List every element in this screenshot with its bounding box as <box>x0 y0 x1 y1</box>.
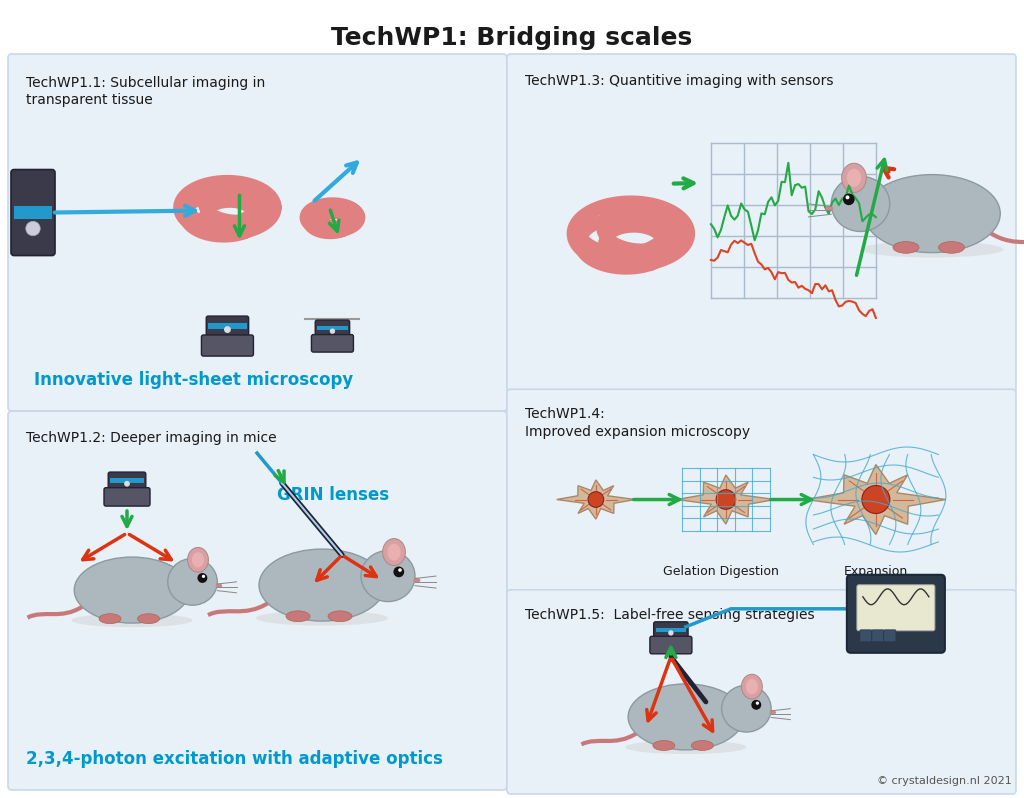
FancyBboxPatch shape <box>650 636 692 654</box>
FancyBboxPatch shape <box>884 630 896 642</box>
Ellipse shape <box>847 168 861 187</box>
Circle shape <box>198 573 207 583</box>
Text: GRIN lenses: GRIN lenses <box>278 486 389 504</box>
Ellipse shape <box>741 674 762 699</box>
Circle shape <box>26 221 40 235</box>
FancyBboxPatch shape <box>857 585 935 630</box>
Circle shape <box>846 196 850 200</box>
FancyBboxPatch shape <box>871 630 884 642</box>
Ellipse shape <box>842 164 866 192</box>
Ellipse shape <box>256 610 388 626</box>
Text: © crystaldesign.nl 2021: © crystaldesign.nl 2021 <box>878 776 1012 786</box>
Circle shape <box>330 329 335 334</box>
Bar <box>14 206 52 219</box>
Text: Innovative light-sheet microscopy: Innovative light-sheet microscopy <box>34 371 353 389</box>
Ellipse shape <box>361 551 415 602</box>
Circle shape <box>398 568 401 572</box>
Bar <box>111 479 143 483</box>
FancyBboxPatch shape <box>507 54 1016 393</box>
FancyBboxPatch shape <box>315 320 349 341</box>
Bar <box>208 323 247 329</box>
FancyBboxPatch shape <box>104 488 150 506</box>
FancyBboxPatch shape <box>202 335 254 356</box>
Text: TechWP1.2: Deeper imaging in mice: TechWP1.2: Deeper imaging in mice <box>26 431 276 445</box>
Circle shape <box>862 485 890 514</box>
Ellipse shape <box>72 614 193 627</box>
Text: Expansion: Expansion <box>844 565 908 578</box>
Ellipse shape <box>893 242 919 253</box>
Ellipse shape <box>831 176 890 231</box>
Ellipse shape <box>769 710 776 715</box>
Ellipse shape <box>864 175 1000 253</box>
Ellipse shape <box>722 685 771 732</box>
FancyBboxPatch shape <box>847 575 945 653</box>
Text: TechWP1.5:  Label-free sensing strategies: TechWP1.5: Label-free sensing strategies <box>525 608 814 622</box>
Ellipse shape <box>745 679 758 694</box>
FancyBboxPatch shape <box>507 590 1016 794</box>
Text: TechWP1.3: Quantitive imaging with sensors: TechWP1.3: Quantitive imaging with senso… <box>525 74 834 88</box>
FancyBboxPatch shape <box>507 389 1016 594</box>
Ellipse shape <box>168 559 217 605</box>
Ellipse shape <box>939 242 965 253</box>
Ellipse shape <box>653 741 675 750</box>
FancyBboxPatch shape <box>8 411 507 790</box>
Text: TechWP1.4:
Improved expansion microscopy: TechWP1.4: Improved expansion microscopy <box>525 407 750 439</box>
Ellipse shape <box>387 543 400 560</box>
Text: TechWP1.1: Subcellular imaging in
transparent tissue: TechWP1.1: Subcellular imaging in transp… <box>26 76 265 107</box>
Ellipse shape <box>216 583 222 588</box>
Text: TechWP1: Bridging scales: TechWP1: Bridging scales <box>332 26 692 50</box>
FancyBboxPatch shape <box>11 169 55 255</box>
FancyBboxPatch shape <box>653 622 688 642</box>
Circle shape <box>393 567 404 577</box>
Ellipse shape <box>187 547 209 572</box>
Circle shape <box>669 630 674 635</box>
Bar <box>317 326 347 330</box>
Ellipse shape <box>628 684 743 750</box>
Ellipse shape <box>191 552 204 567</box>
Circle shape <box>756 701 759 705</box>
FancyBboxPatch shape <box>109 472 145 494</box>
Ellipse shape <box>414 578 421 583</box>
Circle shape <box>588 492 604 508</box>
Ellipse shape <box>75 557 189 623</box>
Ellipse shape <box>286 611 310 622</box>
Ellipse shape <box>99 614 121 623</box>
Ellipse shape <box>691 741 714 750</box>
Circle shape <box>202 575 205 578</box>
Ellipse shape <box>825 206 834 211</box>
Polygon shape <box>806 464 946 535</box>
Circle shape <box>124 481 130 487</box>
Ellipse shape <box>860 241 1004 258</box>
Circle shape <box>752 700 761 709</box>
Circle shape <box>843 193 855 205</box>
Bar <box>655 628 686 632</box>
FancyBboxPatch shape <box>8 54 507 411</box>
Polygon shape <box>677 475 775 524</box>
Ellipse shape <box>259 549 385 621</box>
FancyBboxPatch shape <box>311 334 353 352</box>
Ellipse shape <box>328 611 352 622</box>
Circle shape <box>224 326 230 333</box>
FancyBboxPatch shape <box>206 316 249 341</box>
Ellipse shape <box>137 614 160 623</box>
Circle shape <box>716 490 735 509</box>
Ellipse shape <box>626 741 746 754</box>
FancyBboxPatch shape <box>860 630 871 642</box>
Ellipse shape <box>383 539 406 566</box>
Text: Gelation Digestion: Gelation Digestion <box>663 565 779 578</box>
Text: 2,3,4-photon excitation with adaptive optics: 2,3,4-photon excitation with adaptive op… <box>26 750 442 768</box>
Polygon shape <box>557 480 635 519</box>
